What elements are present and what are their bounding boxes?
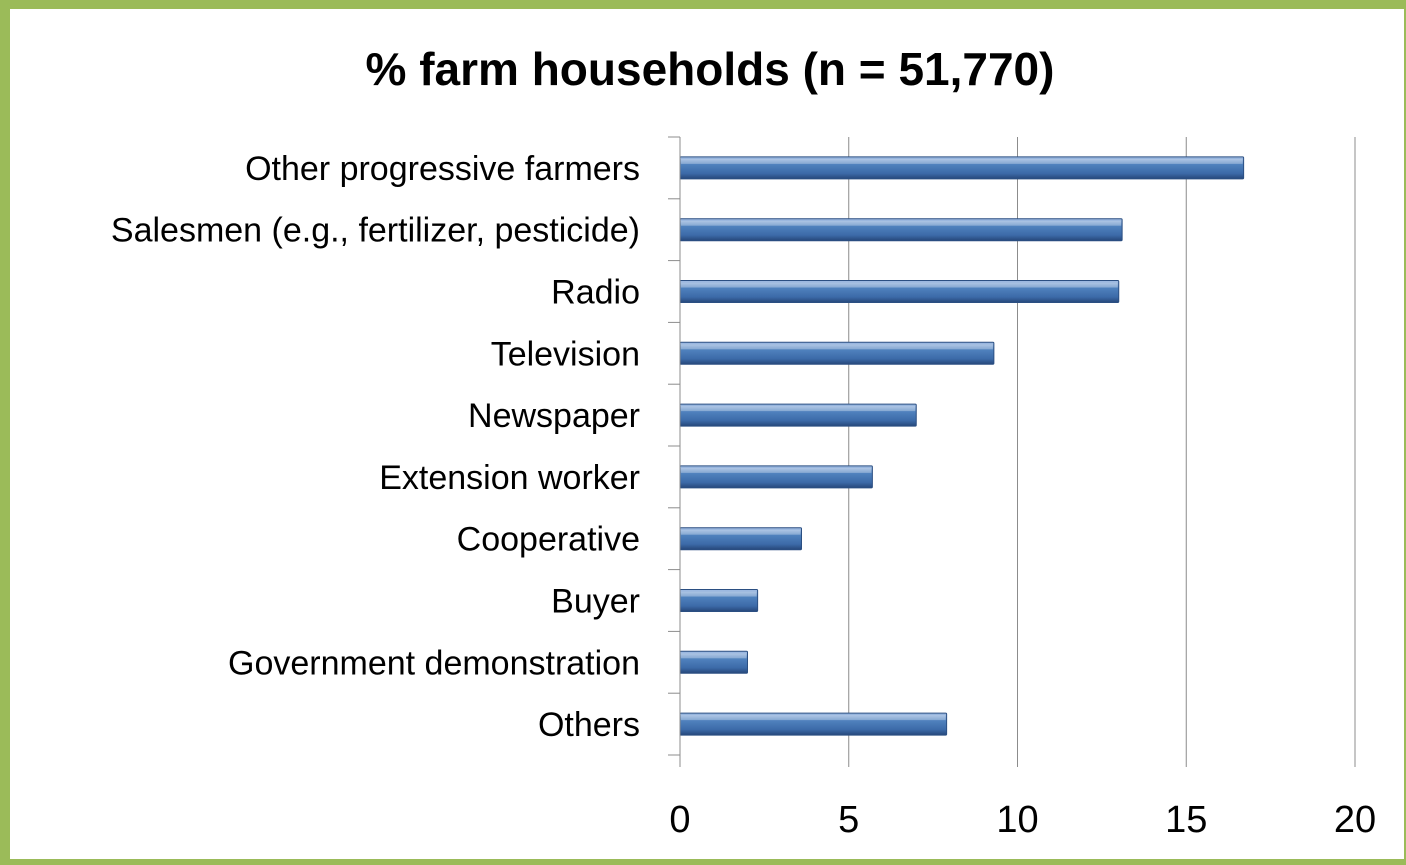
bar-highlight — [681, 715, 946, 721]
category-label: Cooperative — [457, 521, 640, 559]
x-tick-label: 20 — [1334, 799, 1376, 841]
category-label: Radio — [551, 274, 640, 312]
bar-highlight — [681, 591, 757, 597]
category-label: Others — [538, 706, 640, 744]
category-label: Other progressive farmers — [245, 150, 640, 188]
category-label: Extension worker — [379, 459, 640, 497]
x-tick-label: 10 — [996, 799, 1038, 841]
category-label: Newspaper — [468, 397, 640, 435]
bar-highlight — [681, 406, 916, 412]
x-tick-label: 15 — [1165, 799, 1207, 841]
bar-highlight — [681, 467, 872, 473]
category-label: Salesmen (e.g., fertilizer, pesticide) — [111, 212, 640, 250]
bar-highlight — [681, 220, 1122, 226]
bar-highlight — [681, 653, 747, 659]
chart-title: % farm households (n = 51,770) — [365, 43, 1055, 95]
bar-highlight — [681, 529, 801, 535]
bar-highlight — [681, 344, 993, 350]
category-label: Television — [491, 335, 640, 373]
category-label: Government demonstration — [228, 644, 640, 682]
bar-highlight — [681, 158, 1243, 164]
bar-highlight — [681, 282, 1118, 288]
x-tick-label: 0 — [669, 799, 690, 841]
x-tick-label: 5 — [838, 799, 859, 841]
category-label: Buyer — [551, 583, 640, 621]
